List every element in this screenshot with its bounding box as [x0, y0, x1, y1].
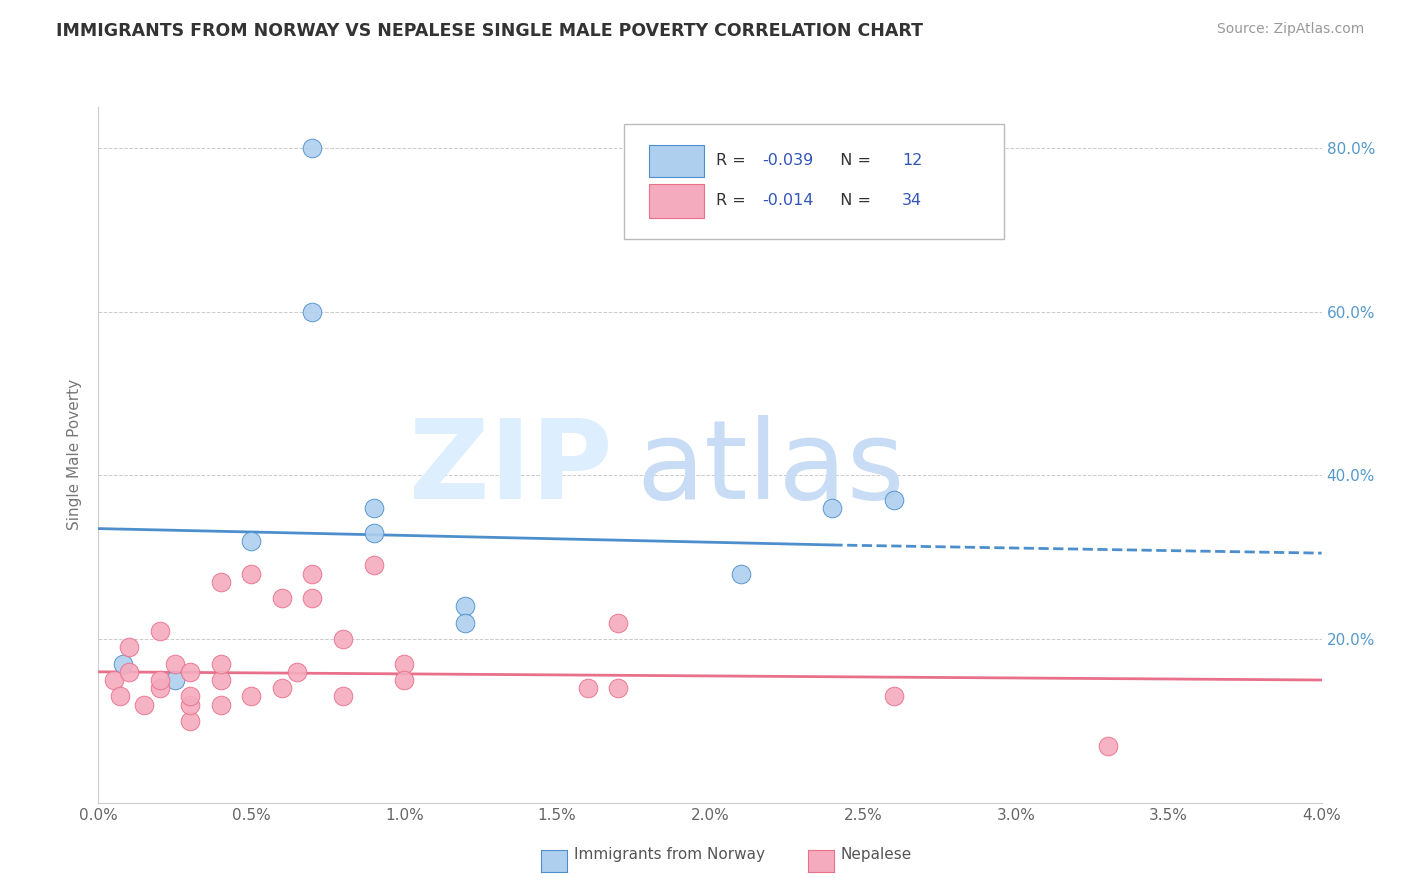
Text: Nepalese: Nepalese: [841, 847, 912, 862]
Point: [332, 632, 354, 646]
Point: [134, 698, 156, 712]
Point: [270, 591, 294, 606]
Text: Source: ZipAtlas.com: Source: ZipAtlas.com: [1216, 22, 1364, 37]
FancyBboxPatch shape: [624, 124, 1004, 239]
Point: [363, 501, 385, 516]
Text: N =: N =: [830, 153, 876, 169]
Point: [270, 681, 294, 696]
Point: [607, 681, 630, 696]
Point: [301, 304, 323, 318]
Point: [103, 673, 125, 687]
Point: [576, 681, 599, 696]
Bar: [650, 145, 704, 177]
Text: R =: R =: [716, 153, 751, 169]
Text: 12: 12: [903, 153, 922, 169]
Point: [332, 690, 354, 704]
Text: R =: R =: [716, 194, 751, 209]
Point: [163, 673, 186, 687]
Point: [209, 698, 232, 712]
Point: [240, 690, 263, 704]
Point: [363, 558, 385, 573]
Point: [454, 615, 477, 630]
Point: [108, 690, 131, 704]
Point: [163, 657, 186, 671]
Point: [301, 566, 323, 581]
Point: [209, 657, 232, 671]
Point: [392, 673, 416, 687]
Text: atlas: atlas: [637, 416, 905, 523]
Point: [883, 690, 905, 704]
Point: [179, 698, 201, 712]
Text: -0.014: -0.014: [762, 194, 814, 209]
Point: [301, 141, 323, 155]
Text: 34: 34: [903, 194, 922, 209]
Point: [240, 566, 263, 581]
Point: [821, 501, 844, 516]
Point: [179, 665, 201, 679]
Point: [285, 665, 308, 679]
Point: [392, 657, 416, 671]
Y-axis label: Single Male Poverty: Single Male Poverty: [67, 379, 83, 531]
Point: [179, 714, 201, 728]
Text: -0.039: -0.039: [762, 153, 814, 169]
Text: IMMIGRANTS FROM NORWAY VS NEPALESE SINGLE MALE POVERTY CORRELATION CHART: IMMIGRANTS FROM NORWAY VS NEPALESE SINGL…: [56, 22, 924, 40]
Point: [240, 533, 263, 548]
Point: [454, 599, 477, 614]
Point: [209, 673, 232, 687]
Point: [111, 657, 134, 671]
Point: [179, 690, 201, 704]
Point: [607, 615, 630, 630]
Point: [149, 673, 172, 687]
Point: [1097, 739, 1119, 753]
Point: [883, 492, 905, 507]
Text: N =: N =: [830, 194, 876, 209]
Point: [730, 566, 752, 581]
Point: [363, 525, 385, 540]
Point: [149, 681, 172, 696]
Point: [301, 591, 323, 606]
Point: [118, 665, 141, 679]
Text: Immigrants from Norway: Immigrants from Norway: [574, 847, 765, 862]
Bar: [650, 184, 704, 219]
Text: ZIP: ZIP: [409, 416, 612, 523]
Point: [149, 624, 172, 638]
Point: [118, 640, 141, 655]
Point: [209, 574, 232, 589]
